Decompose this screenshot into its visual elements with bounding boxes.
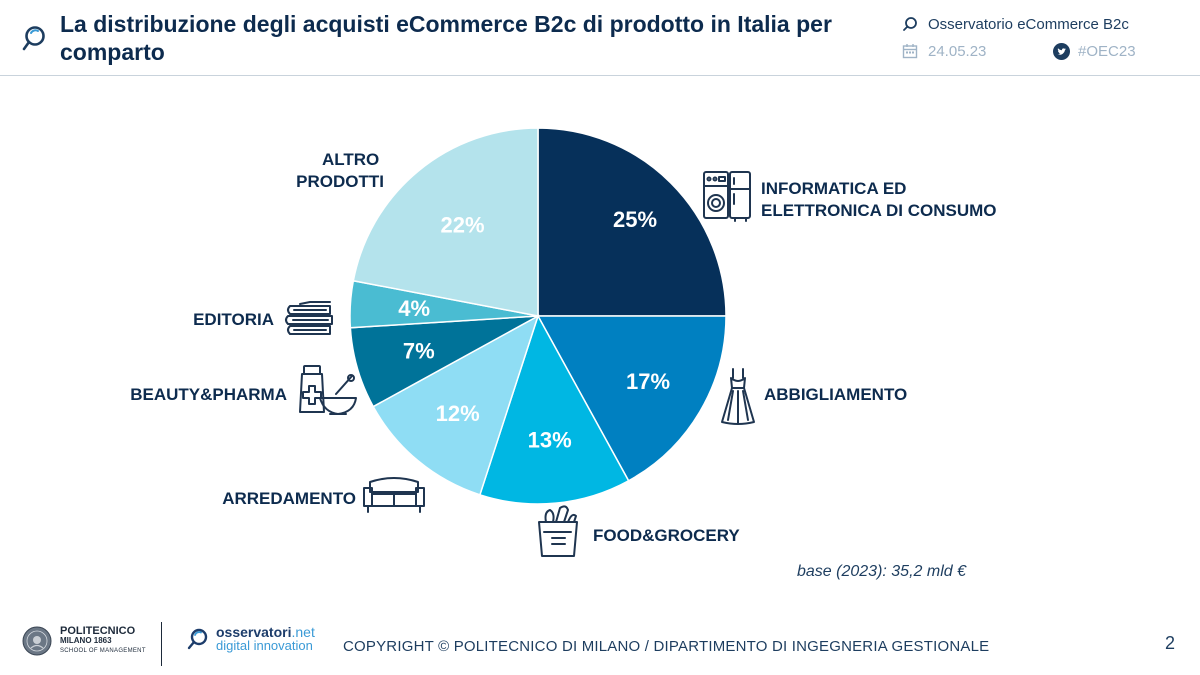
pie-slices	[349, 127, 727, 505]
copyright-notice: COPYRIGHT © POLITECNICO DI MILANO / DIPA…	[343, 638, 990, 655]
observatory-name: Osservatorio eCommerce B2c	[928, 15, 1129, 33]
books-icon	[285, 301, 333, 335]
osservatori-text: osservatori.net digital innovation	[216, 624, 315, 653]
politecnico-name: POLITECNICO	[60, 625, 136, 637]
category-labels: INFORMATICA ED ELETTRONICA DI CONSUMO AB…	[130, 150, 996, 545]
chart-base-note: base (2023): 35,2 mld €	[797, 563, 966, 580]
hashtag-line[interactable]: #OEC23	[1053, 40, 1136, 62]
politecnico-school: SCHOOL OF MANAGEMENT	[60, 648, 146, 654]
osservatori-name-main: osservatori	[216, 624, 292, 640]
category-label-beauty-pharma: BEAUTY&PHARMA	[130, 385, 287, 404]
category-label-informatica-line2: ELETTRONICA DI CONSUMO	[761, 201, 996, 220]
pie-slice-informatica-ed-elettronica-di-consumo	[537, 127, 727, 317]
category-label-altro-line1: ALTRO	[322, 150, 379, 169]
percentage-label-beauty-pharma: 7%	[403, 339, 435, 364]
observatory-line: Osservatorio eCommerce B2c	[902, 13, 1129, 35]
pie-slice-arredamento	[372, 314, 540, 496]
category-label-arredamento: ARREDAMENTO	[222, 489, 356, 508]
pie-slice-food-grocery	[478, 314, 630, 505]
date-line: 24.05.23	[902, 40, 986, 62]
event-hashtag: #OEC23	[1078, 42, 1136, 60]
pie-chart: 25% 17% 13% 12% 7% 4% 22% INFORMATICA ED ELETT…	[130, 127, 996, 557]
pie-slice-altro-prodotti	[352, 127, 539, 317]
magnifier-bubble-icon	[22, 26, 45, 51]
pie-slice-abbigliamento	[536, 315, 727, 482]
osservatori-logo: osservatori.net digital innovation	[186, 624, 315, 653]
pharmacy-mortar-icon	[299, 365, 357, 415]
slide-title: La distribuzione degli acquisti eCommerc…	[60, 11, 832, 65]
dress-icon	[721, 368, 755, 425]
percentage-label-editoria: 4%	[398, 296, 430, 321]
category-label-altro: ALTRO PRODOTTI	[296, 150, 384, 191]
percentage-label-abbigliamento: 17%	[626, 369, 670, 394]
category-label-abbigliamento: ABBIGLIAMENTO	[764, 385, 907, 404]
percentage-label-food-grocery: 13%	[528, 428, 572, 453]
presentation-date: 24.05.23	[928, 42, 987, 60]
osservatori-name-suffix: .net	[291, 624, 315, 640]
percentage-label-informatica-ed-elettronica-di-consumo: 25%	[613, 207, 657, 232]
electronics-icon	[703, 171, 751, 222]
percentage-labels: 25% 17% 13% 12% 7% 4% 22%	[398, 207, 670, 453]
category-label-informatica: INFORMATICA ED ELETTRONICA DI CONSUMO	[761, 179, 996, 220]
percentage-label-arredamento: 12%	[436, 401, 480, 426]
category-label-informatica-line1: INFORMATICA ED	[761, 179, 906, 198]
politecnico-text: POLITECNICO MILANO 1863 SCHOOL OF MANAGE…	[60, 626, 146, 656]
osservatori-sub: digital innovation	[216, 638, 313, 653]
category-label-editoria: EDITORIA	[193, 310, 274, 329]
osservatori-magnifier-icon	[187, 628, 208, 650]
calendar-icon	[902, 44, 918, 59]
twitter-icon	[1053, 42, 1070, 60]
magnifier-bubble-icon	[903, 17, 917, 31]
category-label-altro-line2: PRODOTTI	[296, 172, 384, 191]
sofa-icon	[363, 477, 425, 513]
footer-divider	[161, 622, 162, 666]
politecnico-sub: MILANO 1863	[60, 636, 112, 645]
grocery-bag-icon	[538, 505, 578, 557]
politecnico-logo: POLITECNICO MILANO 1863 SCHOOL OF MANAGE…	[22, 626, 146, 656]
percentage-label-altro-prodotti: 22%	[440, 213, 484, 238]
slide-header: La distribuzione degli acquisti eCommerc…	[0, 0, 1200, 76]
politecnico-seal-icon	[22, 626, 52, 656]
page-number: 2	[1165, 633, 1176, 653]
category-label-food-grocery: FOOD&GROCERY	[593, 526, 740, 545]
osservatori-name: osservatori.net	[216, 624, 315, 640]
